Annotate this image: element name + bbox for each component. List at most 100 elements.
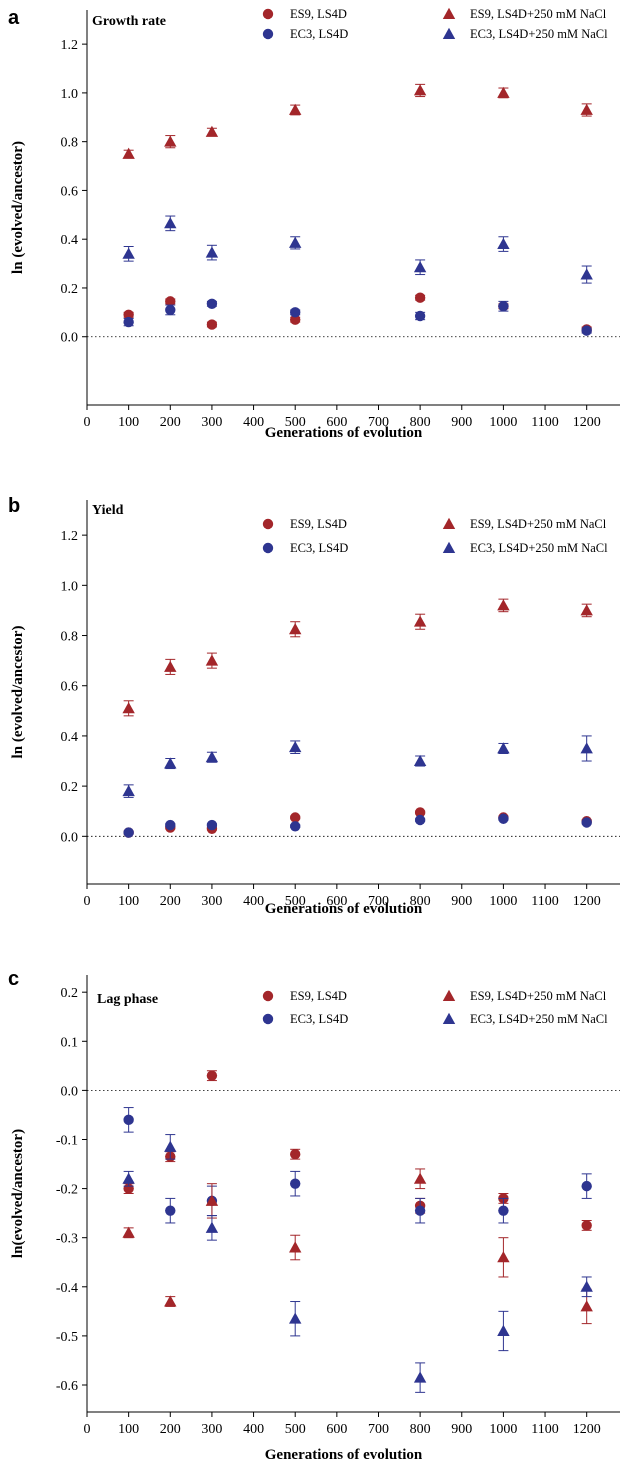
x-tick-label: 1200 [573, 1422, 601, 1437]
x-tick-label: 200 [160, 1422, 181, 1437]
data-point [497, 86, 510, 98]
data-point [498, 1205, 509, 1216]
data-point [497, 599, 510, 611]
data-point [206, 819, 218, 831]
data-point [289, 1312, 302, 1324]
data-point [290, 307, 301, 318]
data-point [414, 807, 426, 818]
x-tick-label: 100 [118, 415, 139, 430]
y-tick-label: 0.0 [61, 331, 79, 346]
y-tick-label: 0.2 [61, 780, 79, 795]
y-tick-label: -0.2 [56, 1183, 78, 1198]
y-tick-label: 0.1 [61, 1035, 79, 1050]
x-tick-label: 1200 [573, 894, 601, 909]
data-point [165, 296, 176, 307]
legend-label: EC3, LS4D [290, 1012, 348, 1026]
x-tick-label: 700 [368, 894, 389, 909]
legend-label: ES9, LS4D [290, 517, 347, 531]
legend-marker [262, 8, 274, 20]
x-tick-label: 900 [451, 894, 472, 909]
data-point [497, 1251, 510, 1263]
data-point [289, 623, 302, 635]
legend-item: EC3, LS4D+250 mM NaCl [442, 1012, 608, 1026]
legend-item: EC3, LS4D+250 mM NaCl [442, 27, 608, 41]
data-point [581, 1220, 592, 1231]
series-2 [123, 298, 592, 336]
series-3 [122, 1168, 593, 1325]
data-point [289, 236, 302, 248]
legend-label: EC3, LS4D [290, 27, 348, 41]
data-point [289, 1241, 302, 1253]
data-point [289, 103, 302, 115]
panel-letter: c [8, 968, 19, 990]
data-point [164, 1140, 177, 1152]
data-point [580, 1280, 593, 1292]
data-point [165, 304, 176, 316]
data-point [164, 1295, 177, 1307]
x-tick-label: 1100 [531, 415, 558, 430]
y-tick-label: 0.0 [61, 830, 79, 845]
data-point [413, 1172, 427, 1184]
data-point [414, 814, 426, 826]
data-point [581, 1180, 592, 1192]
series-4 [122, 1134, 593, 1393]
x-axis-title: Generations of evolution [265, 1447, 423, 1463]
x-tick-label: 1100 [531, 1422, 558, 1437]
y-tick-label: -0.1 [56, 1133, 78, 1148]
data-point [164, 217, 177, 229]
y-tick-label: -0.5 [56, 1330, 78, 1345]
series-1 [123, 292, 592, 335]
x-tick-label: 1200 [573, 415, 601, 430]
data-point [581, 817, 592, 828]
legend-item: EC3, LS4D+250 mM NaCl [442, 541, 608, 555]
data-point [413, 615, 427, 627]
y-axis-title: ln (evolved/ancestor) [10, 141, 26, 274]
data-point [205, 1194, 219, 1206]
data-point [498, 813, 509, 824]
data-point [414, 292, 426, 303]
x-tick-label: 200 [160, 415, 181, 430]
y-tick-label: 1.0 [61, 579, 79, 594]
data-point [580, 742, 593, 754]
y-tick-label: 0.8 [61, 136, 79, 151]
panel-c: c 0 100 200 300 400 500 600 700 800 900 1000 1100 120… [8, 968, 620, 1463]
x-tick-label: 300 [201, 415, 222, 430]
x-tick-label: 600 [326, 894, 347, 909]
x-tick-label: 300 [201, 894, 222, 909]
legend-label: EC3, LS4D+250 mM NaCl [470, 541, 608, 555]
legend-label: ES9, LS4D+250 mM NaCl [470, 989, 607, 1003]
x-tick-label: 900 [451, 415, 472, 430]
y-axis-title: ln (evolved/ancestor) [10, 626, 26, 759]
y-tick-label: 1.2 [61, 38, 79, 53]
data-point [205, 654, 219, 666]
y-tick-label: -0.3 [56, 1232, 78, 1247]
data-point [123, 316, 134, 328]
series-1 [123, 1070, 592, 1231]
legend-label: EC3, LS4D [290, 541, 348, 555]
x-tick-label: 500 [285, 415, 306, 430]
data-point [497, 1324, 510, 1336]
x-tick-label: 700 [368, 1422, 389, 1437]
legend-item: EC3, LS4D [262, 541, 348, 555]
legend-marker [442, 7, 456, 19]
y-axis-title: ln(evolved/ancestor) [10, 1129, 26, 1258]
data-point [497, 742, 510, 754]
y-tick-label: 1.2 [61, 529, 79, 544]
legend-label: ES9, LS4D [290, 989, 347, 1003]
data-point [205, 125, 219, 137]
x-tick-label: 400 [243, 1422, 264, 1437]
y-tick-label: 0.4 [61, 730, 79, 745]
data-point [580, 268, 593, 280]
series-4 [122, 735, 593, 798]
data-point [498, 301, 509, 312]
x-tick-label: 500 [285, 1422, 306, 1437]
y-tick-label: 0.4 [61, 233, 79, 248]
data-point [122, 1226, 135, 1238]
panel-title: Lag phase [97, 992, 158, 1007]
x-tick-label: 1100 [531, 894, 558, 909]
x-tick-label: 100 [118, 1422, 139, 1437]
panel-a: a 0 100 200 300 400 500 600 700 800 900 1000 1100 120… [8, 7, 620, 441]
x-tick-label: 500 [285, 894, 306, 909]
legend-label: ES9, LS4D [290, 7, 347, 21]
data-point [581, 325, 592, 336]
